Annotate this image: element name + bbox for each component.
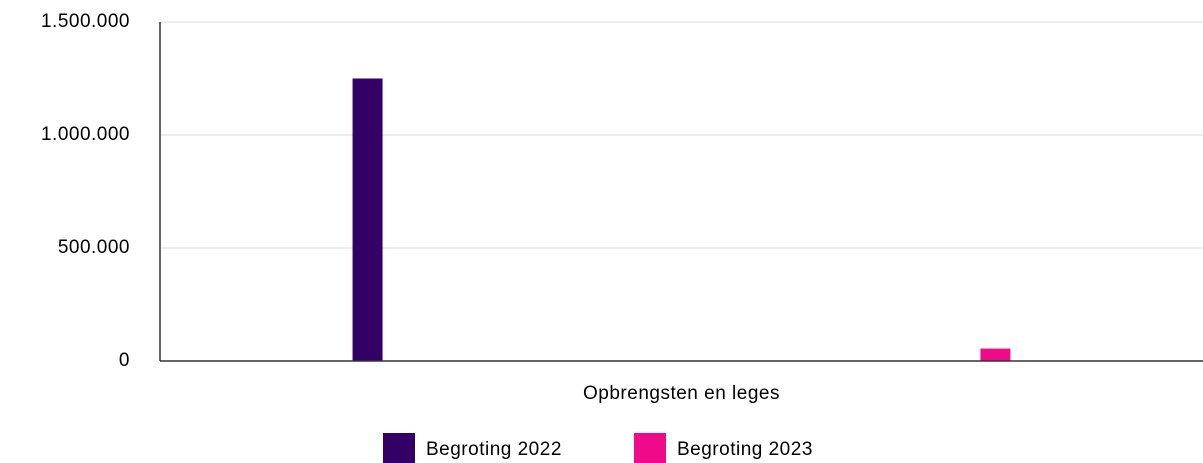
y-tick-label: 500.000 — [58, 237, 130, 258]
y-tick-label: 1.000.000 — [41, 124, 130, 145]
bar — [980, 348, 1011, 361]
y-tick-label: 1.500.000 — [41, 11, 130, 32]
legend-swatch — [634, 433, 666, 463]
y-tick-label: 0 — [119, 350, 130, 371]
legend-swatch — [383, 433, 415, 463]
x-tick-label: Opbrengsten en leges — [583, 383, 780, 404]
legend-label: Begroting 2022 — [426, 439, 562, 460]
bar — [352, 78, 383, 361]
legend-label: Begroting 2023 — [677, 439, 813, 460]
